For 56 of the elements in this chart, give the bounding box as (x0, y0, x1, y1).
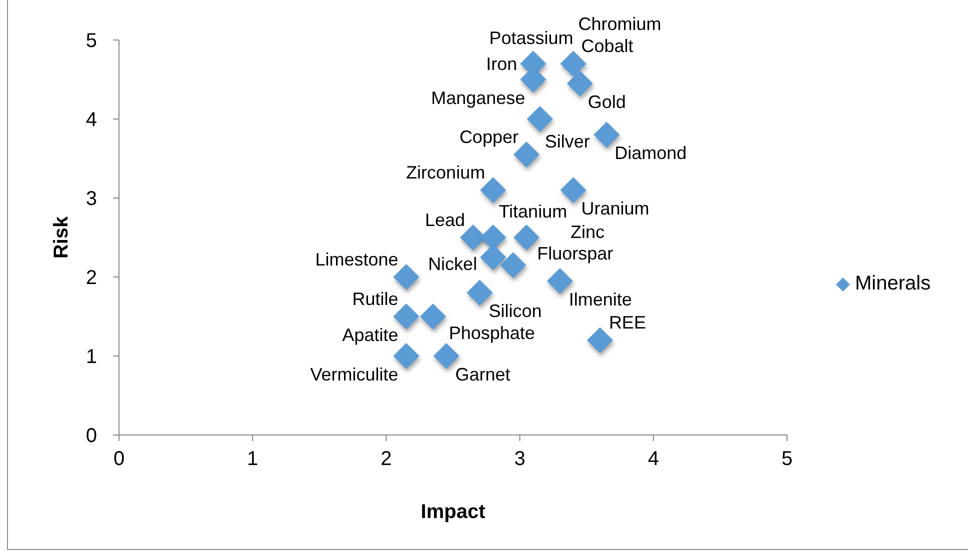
annotation: Iron (486, 54, 518, 74)
point (393, 264, 420, 290)
x-tick-label: 4 (648, 448, 659, 470)
x-tick-label: 0 (113, 448, 125, 470)
point (500, 252, 526, 278)
point (566, 70, 593, 96)
point (393, 304, 420, 330)
x-axis-title: Impact (420, 501, 486, 523)
annotation: Silver (544, 131, 590, 152)
annotation: Ilmenite (568, 289, 632, 310)
y-tick-label: 5 (86, 30, 97, 52)
point (420, 304, 446, 330)
legend-label: Minerals (855, 272, 931, 296)
point (393, 343, 420, 369)
x-tick-label: 1 (247, 448, 258, 470)
annotation: Vermiculite (310, 364, 398, 384)
y-tick-label: 3 (86, 188, 97, 210)
x-tick-label: 2 (380, 448, 392, 470)
annotation: REE (608, 312, 646, 332)
y-tick-label: 4 (86, 109, 97, 132)
annotation: Uranium (581, 198, 650, 218)
annotation: Apatite (342, 324, 398, 345)
annotation: Copper (459, 126, 518, 147)
annotation: Diamond (614, 143, 687, 164)
annotation: Potassium (489, 28, 574, 48)
point (586, 327, 613, 354)
point (526, 106, 553, 132)
point (466, 280, 493, 306)
x-tick-label: 5 (781, 448, 793, 470)
y-tick-label: 0 (86, 425, 97, 448)
annotation: Chromium (578, 14, 662, 34)
annotation: Silicon (488, 301, 542, 322)
annotation: Rutile (352, 288, 398, 309)
y-tick-label: 2 (86, 267, 97, 290)
annotation: Garnet (455, 364, 510, 384)
annotation: Gold (588, 92, 626, 112)
annotation: Fluorspar (537, 243, 614, 264)
annotation: Titanium (498, 202, 568, 222)
point (546, 268, 573, 294)
annotation: Lead (424, 210, 466, 230)
point (513, 224, 540, 250)
point (560, 50, 586, 77)
y-tick-label: 1 (86, 346, 97, 368)
point (594, 122, 620, 148)
annotation: Zinc (570, 222, 604, 242)
y-axis-title: Risk (50, 216, 72, 259)
annotation: Nickel (428, 254, 478, 274)
annotation: Limestone (315, 249, 398, 270)
point (560, 177, 586, 204)
annotation: Manganese (431, 88, 526, 108)
point (433, 343, 460, 369)
x-tick-label: 3 (514, 448, 526, 470)
annotation: Zirconium (406, 162, 486, 182)
annotation: Cobalt (581, 36, 634, 56)
annotation: Phosphate (448, 322, 535, 343)
point (480, 177, 506, 204)
